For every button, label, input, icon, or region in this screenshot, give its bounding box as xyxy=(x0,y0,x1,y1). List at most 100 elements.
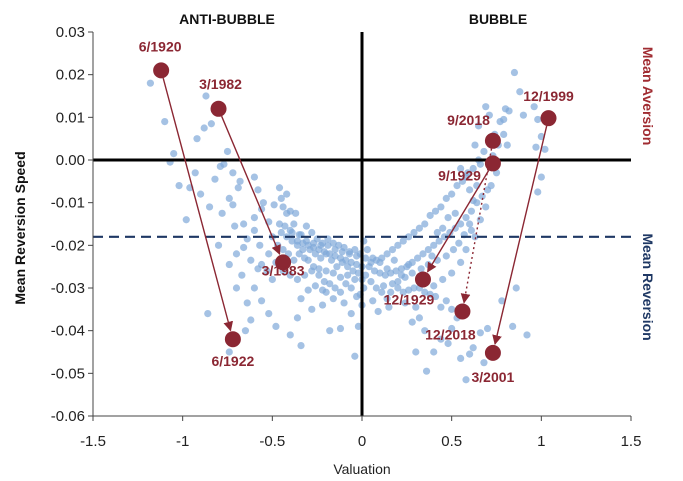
data-point xyxy=(408,318,416,326)
highlight-label-12-2018: 12/2018 xyxy=(425,326,476,342)
data-point xyxy=(430,241,438,249)
data-point xyxy=(279,246,287,254)
data-point xyxy=(448,324,456,333)
data-point xyxy=(302,222,311,230)
data-point xyxy=(238,271,246,279)
x-tick-label: -1.5 xyxy=(80,433,106,450)
data-point xyxy=(417,265,425,273)
data-point xyxy=(413,254,422,262)
data-point xyxy=(485,111,493,119)
data-point xyxy=(354,322,363,330)
data-point xyxy=(193,135,201,143)
data-point xyxy=(317,254,325,262)
data-point xyxy=(216,162,224,170)
region-label-left: ANTI-BUBBLE xyxy=(179,11,275,27)
data-point xyxy=(415,314,423,322)
data-point xyxy=(390,256,398,264)
data-point xyxy=(405,260,413,269)
data-point xyxy=(512,284,520,292)
data-point xyxy=(410,284,418,292)
data-point xyxy=(240,243,248,252)
data-point xyxy=(326,280,334,288)
highlight-point-12-1999 xyxy=(540,110,557,127)
side-label-mean-aversion: Mean Aversion xyxy=(640,47,656,146)
highlight-point-3-2001 xyxy=(484,344,501,361)
data-point xyxy=(268,275,276,284)
data-point xyxy=(297,295,305,303)
data-point xyxy=(283,190,291,198)
data-point xyxy=(308,305,316,313)
data-point xyxy=(351,246,359,254)
data-point xyxy=(376,258,384,266)
data-point xyxy=(301,271,309,279)
data-point xyxy=(412,303,420,311)
arrow-9-1929-to-12-1929 xyxy=(427,169,490,273)
data-point xyxy=(293,275,302,284)
data-point xyxy=(448,269,456,277)
data-point xyxy=(351,275,359,284)
data-point xyxy=(500,115,508,124)
data-point xyxy=(444,214,452,222)
scatter-points xyxy=(146,68,549,384)
data-point xyxy=(510,68,519,77)
data-point xyxy=(265,250,273,258)
data-point xyxy=(361,254,370,262)
data-point xyxy=(467,226,475,234)
data-point xyxy=(421,220,429,228)
data-point xyxy=(236,177,244,185)
labels: ANTI-BUBBLE BUBBLE Valuation Mean Revers… xyxy=(12,11,656,477)
data-point xyxy=(318,239,327,247)
highlight-label-3-1983: 3/1983 xyxy=(262,262,305,278)
data-point xyxy=(175,182,183,190)
data-point xyxy=(331,284,339,292)
data-point xyxy=(211,175,219,183)
data-point xyxy=(231,222,239,230)
data-point xyxy=(225,194,233,202)
data-point xyxy=(487,182,495,190)
data-point xyxy=(503,141,511,149)
data-point xyxy=(383,295,391,303)
data-point xyxy=(405,233,413,241)
data-point xyxy=(241,327,250,335)
data-point xyxy=(482,203,490,211)
data-point xyxy=(170,150,178,158)
data-point xyxy=(387,288,395,296)
data-point xyxy=(365,263,373,271)
data-point xyxy=(516,88,524,96)
data-point xyxy=(270,201,278,209)
data-point xyxy=(363,246,371,254)
data-point xyxy=(471,233,479,241)
data-point xyxy=(347,284,355,292)
data-point xyxy=(275,184,284,192)
data-point xyxy=(290,256,298,264)
highlight-point-9-1929 xyxy=(484,155,501,172)
data-point xyxy=(451,209,459,217)
data-point xyxy=(281,222,289,230)
data-point xyxy=(257,297,266,305)
arrow-3-1982-to-3-1983 xyxy=(220,115,281,256)
x-tick-label: 0.5 xyxy=(441,433,462,450)
data-point xyxy=(311,282,319,290)
data-point xyxy=(293,314,302,322)
data-point xyxy=(541,145,549,153)
data-point xyxy=(401,273,409,281)
data-point xyxy=(435,237,443,245)
data-point xyxy=(480,147,488,156)
data-point xyxy=(292,209,300,217)
y-tick-label: 0.00 xyxy=(56,152,85,169)
data-point xyxy=(437,303,445,311)
x-axis-title: Valuation xyxy=(333,461,390,477)
arrow-12-1999-to-3-2001 xyxy=(492,125,548,346)
data-point xyxy=(394,241,402,249)
data-point xyxy=(288,237,296,245)
data-point xyxy=(471,141,479,149)
data-point xyxy=(354,269,363,277)
data-point xyxy=(250,214,258,222)
data-point xyxy=(439,275,447,284)
data-point xyxy=(232,250,241,258)
data-point xyxy=(394,284,402,292)
data-point xyxy=(146,79,154,87)
data-point xyxy=(218,209,226,217)
data-point xyxy=(430,348,438,356)
